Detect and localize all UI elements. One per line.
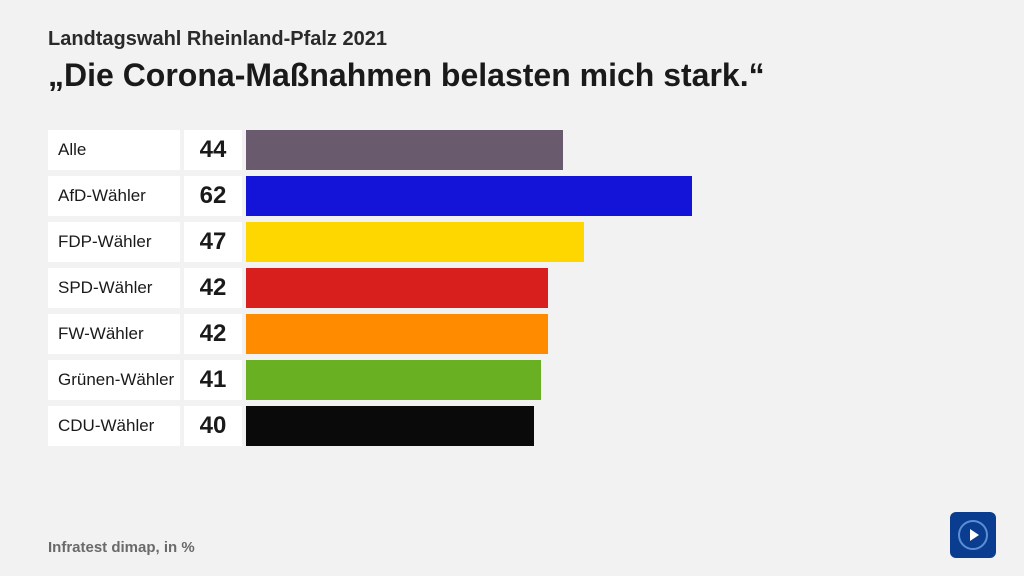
bar-container xyxy=(246,176,976,216)
row-value: 42 xyxy=(184,314,242,354)
chart-source: Infratest dimap, in % xyxy=(48,539,195,556)
row-label: CDU-Wähler xyxy=(48,406,180,446)
row-value: 44 xyxy=(184,130,242,170)
row-label: Alle xyxy=(48,130,180,170)
bar xyxy=(246,314,548,354)
bar-container xyxy=(246,360,976,400)
row-value: 40 xyxy=(184,406,242,446)
bar-chart: Alle 44 AfD-Wähler 62 FDP-Wähler 47 SPD-… xyxy=(48,130,976,446)
chart-row: Grünen-Wähler 41 xyxy=(48,360,976,400)
bar xyxy=(246,130,563,170)
row-value: 41 xyxy=(184,360,242,400)
row-value: 47 xyxy=(184,222,242,262)
bar xyxy=(246,360,541,400)
bar xyxy=(246,222,584,262)
chart-row: SPD-Wähler 42 xyxy=(48,268,976,308)
chart-row: CDU-Wähler 40 xyxy=(48,406,976,446)
play-icon xyxy=(970,529,979,541)
chart-row: FW-Wähler 42 xyxy=(48,314,976,354)
row-label: SPD-Wähler xyxy=(48,268,180,308)
chart-subtitle: Landtagswahl Rheinland-Pfalz 2021 xyxy=(48,28,976,51)
row-value: 62 xyxy=(184,176,242,216)
row-label: FDP-Wähler xyxy=(48,222,180,262)
row-label: FW-Wähler xyxy=(48,314,180,354)
row-value: 42 xyxy=(184,268,242,308)
bar-container xyxy=(246,268,976,308)
chart-row: FDP-Wähler 47 xyxy=(48,222,976,262)
row-label: AfD-Wähler xyxy=(48,176,180,216)
broadcaster-logo xyxy=(950,512,996,558)
bar-container xyxy=(246,222,976,262)
chart-row: AfD-Wähler 62 xyxy=(48,176,976,216)
row-label: Grünen-Wähler xyxy=(48,360,180,400)
bar-container xyxy=(246,406,976,446)
bar xyxy=(246,406,534,446)
bar xyxy=(246,176,692,216)
bar-container xyxy=(246,314,976,354)
chart-title: „Die Corona-Maßnahmen belasten mich star… xyxy=(48,57,976,94)
bar-container xyxy=(246,130,976,170)
chart-row: Alle 44 xyxy=(48,130,976,170)
logo-ring-icon xyxy=(958,520,988,550)
bar xyxy=(246,268,548,308)
